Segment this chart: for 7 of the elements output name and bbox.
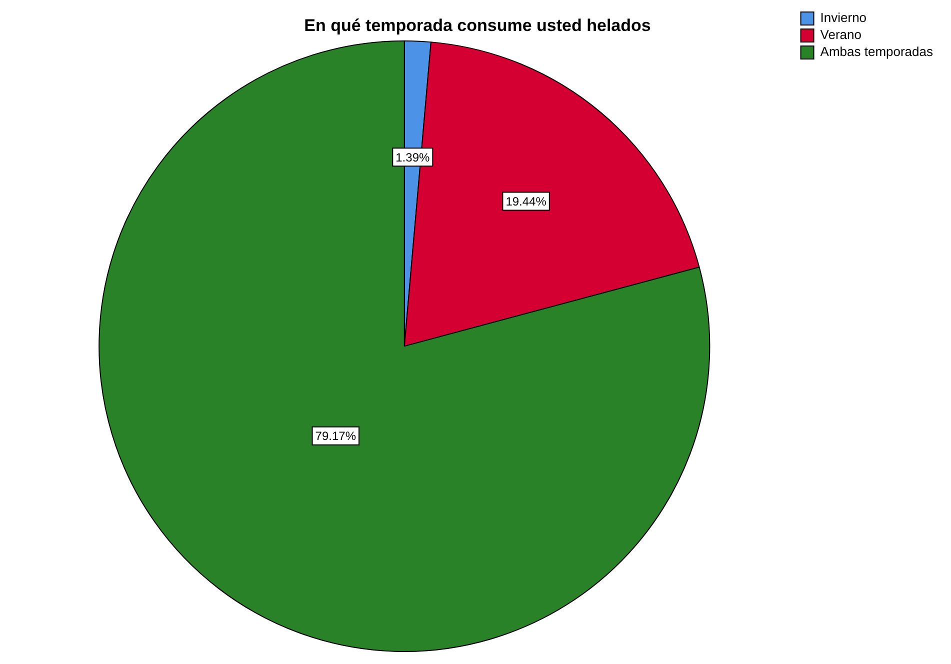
legend-label: Invierno <box>820 10 867 26</box>
legend-label: Ambas temporadas <box>820 44 934 60</box>
data-label: 19.44% <box>506 194 547 209</box>
data-label: 79.17% <box>315 429 356 444</box>
chart-title: En qué temporada consume usted helados <box>304 16 651 35</box>
data-label: 1.39% <box>396 150 430 164</box>
legend-label: Verano <box>820 27 862 42</box>
